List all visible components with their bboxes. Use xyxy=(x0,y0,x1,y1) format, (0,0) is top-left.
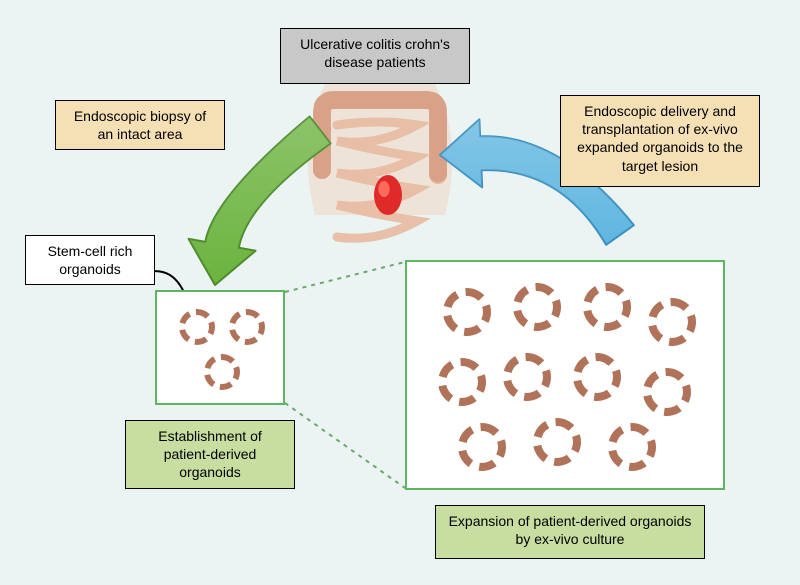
box-delivery: Endoscopic delivery and transplantation … xyxy=(560,95,760,187)
organoid-icon xyxy=(573,353,621,401)
organoid-icon xyxy=(229,309,265,345)
organoid-icon xyxy=(179,309,215,345)
box-expansion: Expansion of patient-derived organoids b… xyxy=(435,505,705,559)
organoid-icon xyxy=(204,354,240,390)
organoid-icon xyxy=(503,353,551,401)
box-biopsy: Endoscopic biopsy of an intact area xyxy=(55,100,225,150)
organoid-icon xyxy=(443,288,491,336)
organoid-icon xyxy=(648,298,696,346)
panel-small xyxy=(155,290,285,405)
organoid-icon xyxy=(438,358,486,406)
box-title: Ulcerative colitis crohn's disease patie… xyxy=(280,28,470,84)
box-establish: Establishment of patient-derived organoi… xyxy=(125,420,295,489)
organoid-icon xyxy=(513,283,561,331)
organoid-icon xyxy=(583,283,631,331)
organoid-icon xyxy=(608,423,656,471)
organoid-icon xyxy=(643,368,691,416)
organoid-icon xyxy=(458,423,506,471)
organoid-icon xyxy=(533,418,581,466)
panel-large xyxy=(405,260,725,490)
box-stemcell: Stem-cell rich organoids xyxy=(25,235,155,285)
